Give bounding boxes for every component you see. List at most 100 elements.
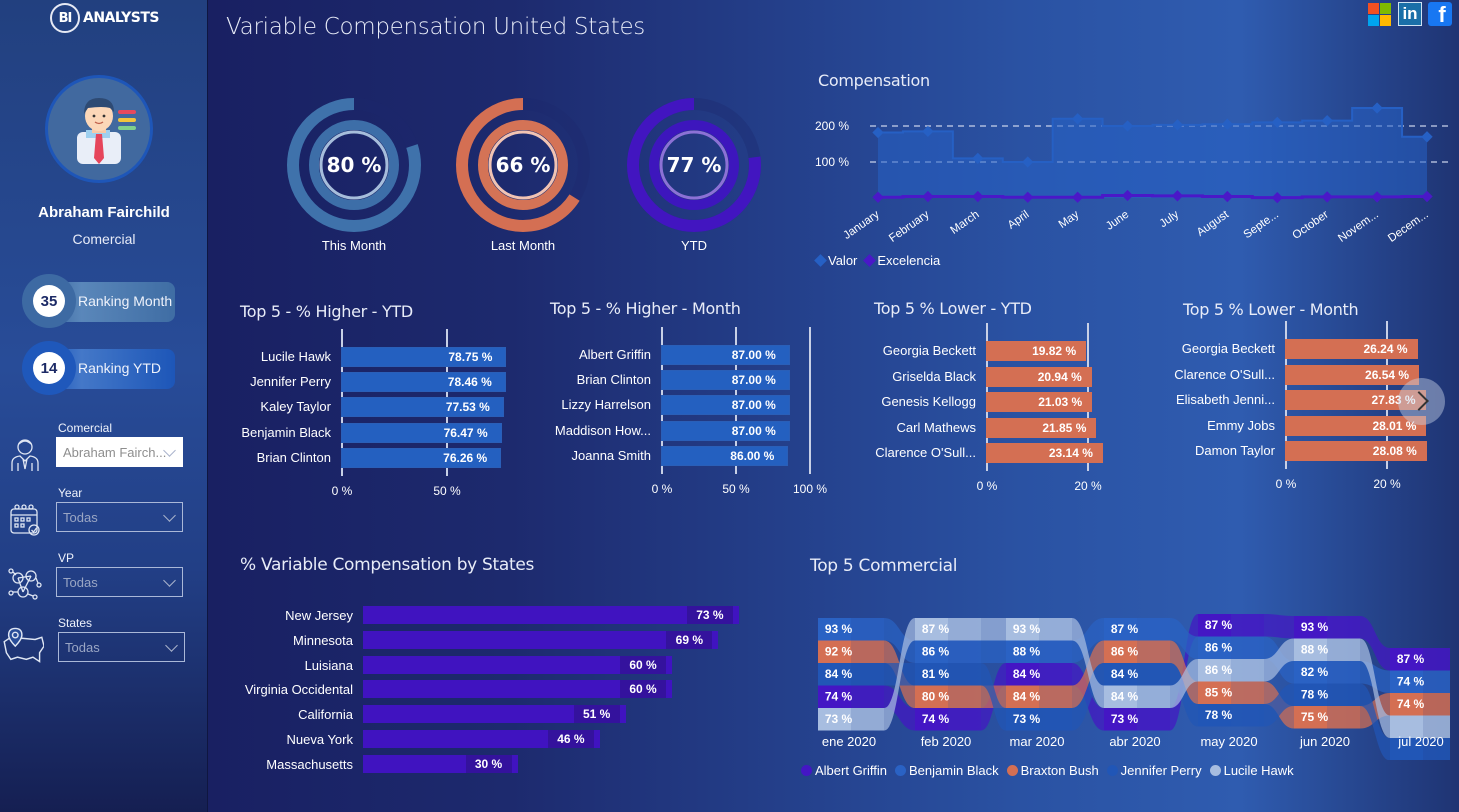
bar <box>363 655 672 674</box>
calendar-icon <box>10 504 40 536</box>
category-label: Georgia Beckett <box>1181 341 1275 356</box>
category-label: Benjamin Black <box>241 424 331 440</box>
data-label: 26.24 % <box>1363 342 1408 356</box>
category-label: Carl Mathews <box>896 419 976 435</box>
marker-valor <box>972 152 984 165</box>
legend-item: Benjamin Black <box>895 763 999 778</box>
data-label: 23.14 % <box>1048 446 1093 460</box>
bar <box>363 606 739 624</box>
marker-valor <box>1071 113 1084 125</box>
x-tick-label: abr 2020 <box>1109 734 1160 749</box>
data-label: 74 % <box>1397 697 1425 711</box>
ribbon-albert-griffin <box>884 685 915 731</box>
ribbon-benjamin-black <box>1170 618 1198 659</box>
segment-label-box <box>1198 704 1231 727</box>
category-label: Clarence O'Sull... <box>875 445 976 460</box>
ribbon-lucile-hawk <box>1360 638 1390 738</box>
ribbon-lucile-hawk <box>1170 659 1198 708</box>
gauge-highlight-ring <box>488 130 558 200</box>
ribbon-lucile-hawk <box>884 618 915 731</box>
bar <box>661 445 789 466</box>
compensation-legend: Valor Excelencia <box>814 253 944 268</box>
data-label: 87.00 % <box>731 373 776 388</box>
data-label: 86.00 % <box>730 448 775 463</box>
gauge-this-month: 80 % <box>286 97 422 233</box>
higher-ytd-title: Top 5 - % Higher - YTD <box>240 302 413 321</box>
data-label: 76.26 % <box>443 450 488 465</box>
data-label: 21.85 % <box>1042 420 1087 435</box>
segment-label-box <box>1390 670 1423 693</box>
x-tick-label: 0 % <box>976 479 998 493</box>
category-label: Minnesota <box>293 632 353 648</box>
data-label: 30 % <box>465 754 512 773</box>
filter-states-label: States <box>58 616 93 630</box>
segment-label-box <box>1104 640 1137 663</box>
gauge-label: YTD <box>681 238 707 253</box>
data-label: 82 % <box>1301 665 1329 679</box>
category-label: Emmy Jobs <box>1207 417 1275 433</box>
facebook-icon[interactable]: f <box>1428 2 1452 26</box>
data-label: 74 % <box>825 690 853 704</box>
legend-dot-icon <box>1209 765 1221 776</box>
x-tick-label: April <box>1006 209 1032 232</box>
marker-excelencia <box>922 190 934 203</box>
legend-item-valor: Valor <box>814 253 857 268</box>
x-tick-label: May <box>1057 208 1082 230</box>
linkedin-icon[interactable]: in <box>1398 2 1422 26</box>
chevron-down-icon <box>163 509 176 522</box>
x-tick-label: October <box>1290 209 1331 242</box>
data-label: 28.08 % <box>1372 444 1417 458</box>
data-label: 26.54 % <box>1365 367 1410 382</box>
x-tick-label: jul 2020 <box>1397 734 1444 749</box>
data-label: 74 % <box>922 712 950 726</box>
filter-year-dropdown[interactable]: Todas <box>56 502 183 532</box>
gauge-highlight-ring <box>319 130 389 200</box>
y-tick-label: 200 % <box>815 119 849 133</box>
x-tick-label: 50 % <box>433 483 461 498</box>
data-label: 21.03 % <box>1038 395 1083 409</box>
microsoft-icon[interactable] <box>1368 2 1392 26</box>
data-label: 87 % <box>1205 618 1233 632</box>
next-page-button[interactable] <box>1398 378 1445 425</box>
network-icon <box>8 568 42 600</box>
bar <box>363 630 719 649</box>
segment-label-box <box>1198 636 1231 659</box>
bar <box>1285 390 1426 410</box>
x-tick-label: jun 2020 <box>1299 734 1350 749</box>
x-tick-label: July <box>1158 208 1182 230</box>
data-label: 60 % <box>620 680 666 699</box>
legend-label: Albert Griffin <box>815 763 888 778</box>
category-label: Virginia Occidental <box>244 682 353 698</box>
data-label: 73 % <box>1013 712 1041 726</box>
segment-label-box <box>915 663 948 686</box>
data-label: 78.75 % <box>448 350 493 364</box>
data-label: 93 % <box>1013 622 1041 636</box>
segment-label-box <box>818 618 851 641</box>
ribbon-jennifer-perry <box>1360 683 1390 760</box>
data-label: 86 % <box>922 645 950 659</box>
data-label: 74 % <box>1397 675 1425 689</box>
filter-vp-dropdown[interactable]: Todas <box>56 567 183 597</box>
gauge-highlight-ring <box>659 130 729 200</box>
segment-label-box <box>818 708 851 731</box>
filter-vp-value: Todas <box>63 574 98 590</box>
marker-valor <box>1421 131 1433 143</box>
category-label: Massachusetts <box>266 756 353 772</box>
data-label: 76.47 % <box>443 425 488 440</box>
gauge-inner-ring <box>478 120 568 210</box>
segment-label-box <box>818 663 851 686</box>
segment-label-box <box>1198 659 1231 682</box>
ranking-ytd-card: 14 Ranking YTD <box>22 341 178 395</box>
x-tick-label: January <box>841 208 882 241</box>
ribbon-jennifer-perry <box>981 663 1006 731</box>
gauge-ring-ytd <box>627 98 761 232</box>
data-label: 86 % <box>1111 645 1139 659</box>
segment-label-box <box>1390 715 1423 738</box>
bar <box>661 370 790 391</box>
legend-marker-icon <box>814 254 827 267</box>
filter-states-dropdown[interactable]: Todas <box>58 632 185 662</box>
data-label: 19.82 % <box>1032 344 1077 358</box>
filter-comercial-dropdown[interactable]: Abraham Fairch... <box>56 437 183 467</box>
x-tick-label: feb 2020 <box>921 734 972 749</box>
gauge-arc <box>456 98 590 232</box>
